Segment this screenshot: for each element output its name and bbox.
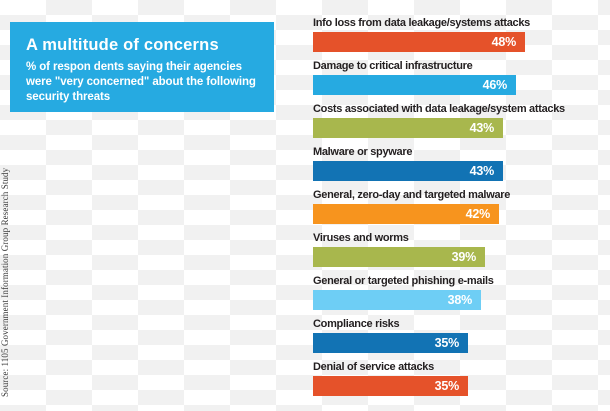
bar-label: Malware or spyware xyxy=(313,146,413,158)
bar-value-label: 43% xyxy=(469,121,495,135)
bar: 38% xyxy=(313,290,481,310)
bar-row: General or targeted phishing e-mails 38% xyxy=(313,275,610,318)
bar-label: Damage to critical infrastructure xyxy=(313,60,473,72)
source-note: Source: 1105 Government Information Grou… xyxy=(0,167,10,397)
title-panel: A multitude of concerns % of respon dent… xyxy=(10,22,274,112)
bar-label: Costs associated with data leakage/syste… xyxy=(313,103,565,115)
bar-row: Costs associated with data leakage/syste… xyxy=(313,103,610,146)
bar-label: General, zero-day and targeted malware xyxy=(313,189,511,201)
bar-value-label: 35% xyxy=(434,379,460,393)
bar-value-label: 42% xyxy=(465,207,491,221)
bar: 39% xyxy=(313,247,485,267)
bar-label: Viruses and worms xyxy=(313,232,409,244)
bar-value-label: 39% xyxy=(451,250,477,264)
bar-row: General, zero-day and targeted malware 42… xyxy=(313,189,610,232)
bar: 35% xyxy=(313,333,468,353)
page-subtitle: % of respon dents saying their agencies … xyxy=(26,61,256,103)
bar-chart: Info loss from data leakage/systems atta… xyxy=(313,17,610,404)
bar-row: Malware or spyware 43% xyxy=(313,146,610,189)
page-title: A multitude of concerns xyxy=(26,36,219,54)
bar: 42% xyxy=(313,204,499,224)
bar-label: Info loss from data leakage/systems atta… xyxy=(313,17,530,29)
bar: 48% xyxy=(313,32,525,52)
bar-row: Viruses and worms 39% xyxy=(313,232,610,275)
bar: 43% xyxy=(313,118,503,138)
bar-value-label: 43% xyxy=(469,164,495,178)
bar-row: Damage to critical infrastructure 46% xyxy=(313,60,610,103)
bar-value-label: 38% xyxy=(447,293,473,307)
bar: 35% xyxy=(313,376,468,396)
bar-row: Info loss from data leakage/systems atta… xyxy=(313,17,610,60)
bar-row: Denial of service attacks 35% xyxy=(313,361,610,404)
bar-value-label: 35% xyxy=(434,336,460,350)
bar: 46% xyxy=(313,75,516,95)
bar-label: General or targeted phishing e-mails xyxy=(313,275,494,287)
bar: 43% xyxy=(313,161,503,181)
bar-value-label: 46% xyxy=(482,78,508,92)
bar-value-label: 48% xyxy=(491,35,517,49)
bar-label: Denial of service attacks xyxy=(313,361,434,373)
bar-label: Compliance risks xyxy=(313,318,400,330)
bar-row: Compliance risks 35% xyxy=(313,318,610,361)
